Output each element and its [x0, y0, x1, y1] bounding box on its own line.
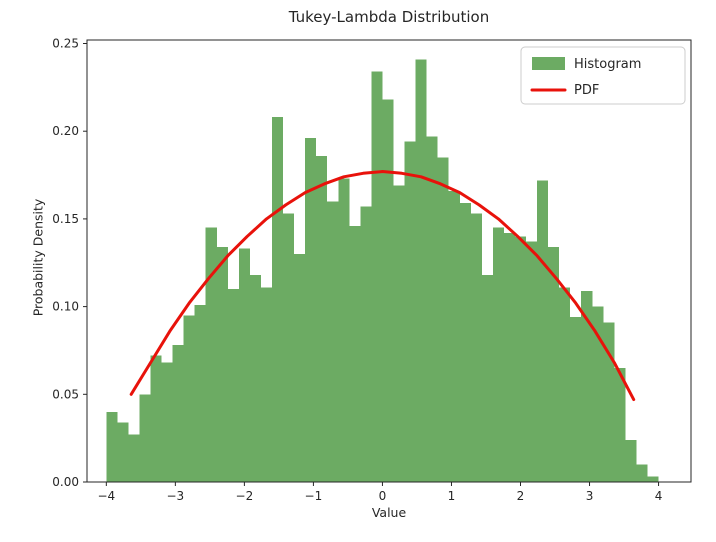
- histogram-bar: [283, 213, 295, 482]
- histogram-bar: [360, 206, 372, 482]
- y-axis-label: Probability Density: [30, 198, 46, 317]
- histogram-bar: [305, 138, 317, 482]
- histogram-bar: [382, 99, 394, 482]
- histogram-bar: [426, 136, 438, 482]
- histogram-bar: [194, 304, 206, 482]
- histogram-bar: [128, 434, 140, 482]
- legend-patch-histogram: [532, 57, 565, 70]
- histogram-bar: [183, 315, 195, 482]
- chart-title: Tukey-Lambda Distribution: [288, 8, 490, 26]
- histogram-bar: [470, 213, 482, 482]
- y-tick-label: 0.25: [52, 37, 79, 51]
- histogram-bar: [492, 227, 504, 482]
- histogram-bar: [404, 141, 416, 482]
- histogram-bar: [117, 422, 129, 482]
- axes-spines: [86, 39, 692, 483]
- x-axis-label: Value: [371, 505, 407, 520]
- histogram-bar: [205, 227, 217, 482]
- y-tick-label: 0.15: [52, 212, 79, 226]
- histogram-bar: [260, 287, 272, 482]
- histogram-bar: [238, 248, 250, 482]
- histogram-bar: [415, 59, 427, 483]
- histogram-bar: [636, 464, 648, 482]
- legend-label-histogram: Histogram: [574, 57, 641, 72]
- histogram-bar: [592, 306, 604, 482]
- x-tick-label: −2: [236, 489, 254, 503]
- histogram-bar: [437, 157, 449, 482]
- histogram-bar: [249, 275, 261, 482]
- histogram-bar: [570, 317, 582, 482]
- histogram-bar: [172, 345, 184, 482]
- histogram-bar: [294, 253, 306, 482]
- x-tick-label: −4: [97, 489, 115, 503]
- histogram-bar: [481, 275, 493, 482]
- histogram-bar: [559, 287, 571, 482]
- histogram-bar: [338, 178, 350, 483]
- pdf-line: [129, 170, 636, 402]
- legend-label-pdf: PDF: [574, 83, 599, 98]
- histogram-bar: [271, 117, 284, 482]
- x-tick-label: 2: [517, 489, 525, 503]
- histogram-bar: [581, 290, 593, 482]
- y-tick-label: 0.00: [52, 475, 79, 489]
- histogram-bar: [106, 411, 118, 482]
- x-tick-label: −1: [305, 489, 323, 503]
- histogram-bar: [316, 155, 328, 482]
- histogram-bar: [150, 355, 162, 482]
- y-tick-label: 0.10: [52, 300, 79, 314]
- histogram-bar: [625, 439, 637, 482]
- histogram-bar: [448, 190, 460, 483]
- histogram-bar: [548, 246, 560, 482]
- histogram-bar: [503, 232, 515, 482]
- x-tick-label: 3: [586, 489, 594, 503]
- histogram-bar: [371, 71, 383, 483]
- histogram-bar: [161, 362, 173, 482]
- histogram-bar: [393, 185, 405, 483]
- histogram-bar: [603, 322, 615, 482]
- histogram-bar: [139, 394, 151, 482]
- histogram-bar: [537, 180, 549, 483]
- histogram-bar: [216, 246, 228, 482]
- x-tick-label: 4: [655, 489, 663, 503]
- histogram-bar: [514, 236, 527, 482]
- histogram-bar: [227, 289, 239, 482]
- histogram-bar: [647, 476, 659, 482]
- histogram-bar: [526, 241, 538, 482]
- y-tick-label: 0.20: [52, 124, 79, 138]
- histogram-bar: [614, 367, 626, 482]
- x-tick-label: 1: [448, 489, 456, 503]
- histogram-bar: [349, 225, 361, 482]
- x-tick-label: −3: [167, 489, 185, 503]
- histogram-bar: [459, 203, 471, 482]
- y-tick-label: 0.05: [52, 387, 79, 401]
- x-tick-label: 0: [379, 489, 387, 503]
- histogram-bar: [327, 201, 339, 482]
- legend-box: [520, 46, 686, 105]
